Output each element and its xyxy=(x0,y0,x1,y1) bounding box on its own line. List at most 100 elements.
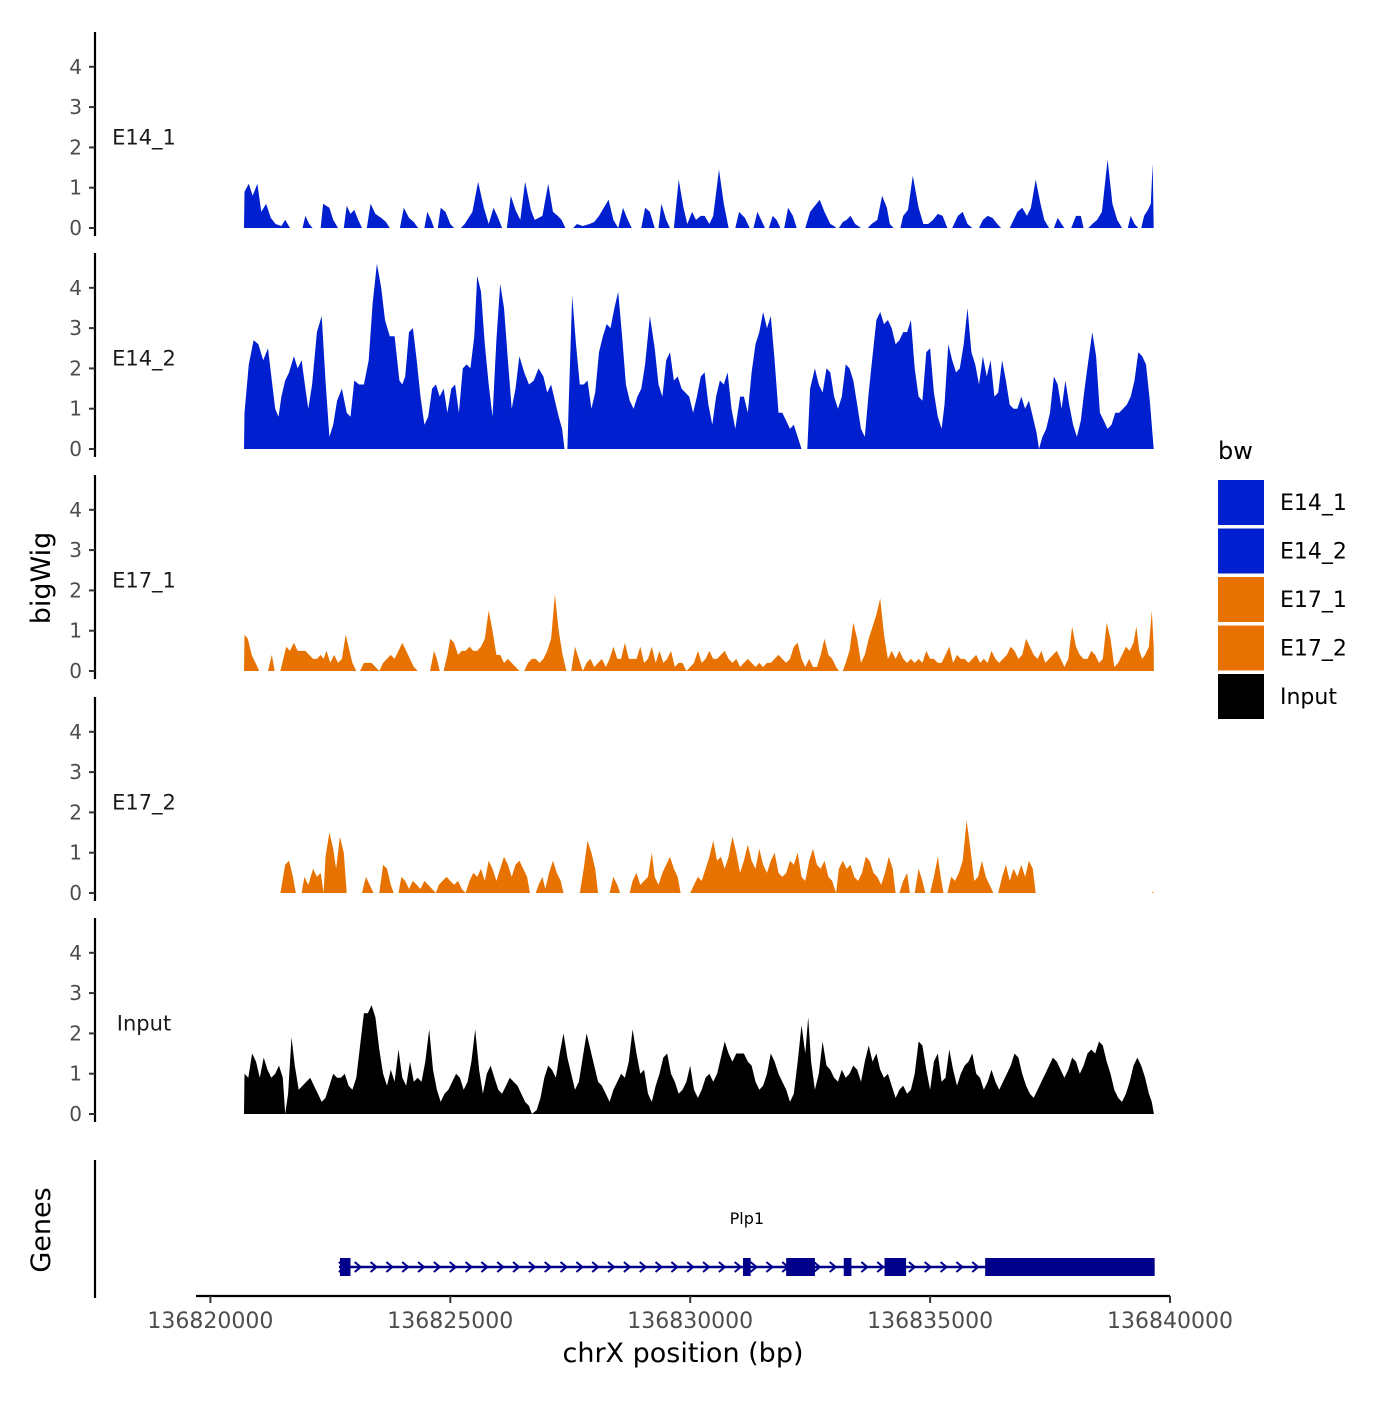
strand-arrow xyxy=(385,1261,394,1273)
strand-arrow xyxy=(955,1261,964,1273)
x-tick-label: 136835000 xyxy=(867,1309,993,1334)
y-tick-label: 2 xyxy=(69,578,82,602)
gene-exon xyxy=(884,1258,907,1276)
gene-exon-coding xyxy=(985,1258,1065,1276)
legend-title: bw xyxy=(1218,437,1253,465)
strand-arrow xyxy=(971,1261,980,1273)
track-Input: 0 1 2 3 4 Input xyxy=(69,918,1154,1126)
tracks-group: 0 1 2 3 4 E14_1 0 1 2 3 4 E14_2 0 1 2 3 4 E17_1 0 1 2 3 4 E17_2… xyxy=(69,32,1154,1126)
y-tick-label: 0 xyxy=(69,881,82,905)
track-E17_1: 0 1 2 3 4 E17_1 xyxy=(69,475,1154,683)
legend-label-E14_1: E14_1 xyxy=(1280,491,1347,516)
strand-arrow xyxy=(876,1261,885,1273)
track-E17_2: 0 1 2 3 4 E17_2 xyxy=(69,697,1154,905)
strand-arrow xyxy=(433,1261,442,1273)
x-tick-label: 136830000 xyxy=(627,1309,753,1334)
y-tick-label: 0 xyxy=(69,216,82,240)
y-tick-label: 1 xyxy=(69,397,82,421)
y-tick-label: 2 xyxy=(69,800,82,824)
strand-arrow xyxy=(749,1261,759,1273)
legend-swatch-Input xyxy=(1218,674,1264,719)
strand-arrow xyxy=(544,1261,553,1273)
track-label-E14_1: E14_1 xyxy=(112,125,176,150)
y-tick-label: 0 xyxy=(69,659,82,683)
strand-arrow xyxy=(401,1261,410,1273)
track-label-Input: Input xyxy=(117,1011,171,1035)
strand-arrow xyxy=(449,1261,458,1273)
strand-arrow xyxy=(686,1261,695,1273)
coverage-area-E14_1 xyxy=(244,159,1154,228)
y-tick-label: 1 xyxy=(69,176,82,200)
strand-arrow xyxy=(591,1261,600,1273)
coverage-area-E17_2 xyxy=(280,820,1154,893)
track-label-E17_2: E17_2 xyxy=(112,790,176,815)
y-tick-label: 1 xyxy=(69,619,82,643)
y-tick-label: 1 xyxy=(69,1062,82,1086)
x-tick-label: 136820000 xyxy=(147,1309,273,1334)
strand-arrow xyxy=(575,1261,584,1273)
y-tick-label: 2 xyxy=(69,135,82,159)
y-tick-label: 1 xyxy=(69,841,82,865)
strand-arrow xyxy=(939,1261,949,1273)
strand-arrow xyxy=(354,1261,363,1273)
y-tick-label: 4 xyxy=(69,55,82,79)
strand-arrow xyxy=(860,1261,869,1273)
strand-arrow xyxy=(924,1261,933,1273)
strand-arrow xyxy=(639,1261,648,1273)
strand-arrow xyxy=(559,1261,569,1273)
strand-arrow xyxy=(734,1261,743,1273)
gene-name-label: Plp1 xyxy=(730,1209,764,1228)
strand-arrow xyxy=(512,1261,521,1273)
track-E14_1: 0 1 2 3 4 E14_1 xyxy=(69,32,1154,240)
strand-arrow xyxy=(718,1261,727,1273)
y-tick-label: 3 xyxy=(69,981,82,1005)
track-label-E17_1: E17_1 xyxy=(112,568,176,593)
legend-label-Input: Input xyxy=(1280,685,1337,710)
strand-arrow xyxy=(607,1261,616,1273)
legend: bw E14_1 E14_2 E17_1 E17_2 Input xyxy=(1218,437,1347,719)
legend-swatch-E17_2 xyxy=(1218,625,1264,671)
gene-exon xyxy=(786,1258,815,1276)
y-tick-label: 2 xyxy=(69,356,82,380)
legend-swatch-E14_1 xyxy=(1218,480,1264,525)
gene-exon xyxy=(742,1258,751,1276)
coverage-area-Input xyxy=(244,1005,1154,1114)
gene-panel: Plp1 xyxy=(93,1160,1155,1298)
coverage-area-E17_1 xyxy=(244,594,1154,671)
x-tick-label: 136840000 xyxy=(1107,1309,1233,1334)
y-tick-label: 3 xyxy=(69,538,82,562)
track-E14_2: 0 1 2 3 4 E14_2 xyxy=(69,253,1154,461)
strand-arrow xyxy=(908,1261,917,1273)
strand-arrow xyxy=(702,1261,711,1273)
coverage-area-E14_2 xyxy=(244,263,1154,449)
y-tick-label: 0 xyxy=(69,1102,82,1126)
y-axis-title: bigWig xyxy=(26,532,57,625)
x-axis: 136820000 136825000 136830000 136835000 1368… xyxy=(147,1294,1233,1334)
strand-arrow xyxy=(480,1261,489,1273)
strand-arrow xyxy=(417,1261,426,1273)
x-axis-title: chrX position (bp) xyxy=(562,1338,803,1369)
y-tick-label: 4 xyxy=(69,941,82,965)
strand-arrow xyxy=(496,1261,505,1273)
y-tick-label: 3 xyxy=(69,316,82,340)
gene-exon xyxy=(843,1258,852,1276)
y-tick-label: 4 xyxy=(69,498,82,522)
y-tick-label: 4 xyxy=(69,276,82,300)
y-tick-label: 0 xyxy=(69,437,82,461)
legend-swatch-E14_2 xyxy=(1218,528,1264,574)
y-tick-label: 2 xyxy=(69,1021,82,1045)
strand-arrow xyxy=(623,1261,632,1273)
gene-exon xyxy=(339,1258,351,1276)
strand-arrow xyxy=(464,1261,474,1273)
strand-arrow xyxy=(829,1261,838,1273)
track-label-E14_2: E14_2 xyxy=(112,346,176,371)
y-tick-label: 3 xyxy=(69,760,82,784)
strand-arrow xyxy=(765,1261,774,1273)
legend-swatch-E17_1 xyxy=(1218,577,1264,622)
y-tick-label: 3 xyxy=(69,95,82,119)
x-tick-label: 136825000 xyxy=(387,1309,513,1334)
legend-label-E17_2: E17_2 xyxy=(1280,637,1347,662)
genes-axis-title: Genes xyxy=(26,1187,57,1272)
